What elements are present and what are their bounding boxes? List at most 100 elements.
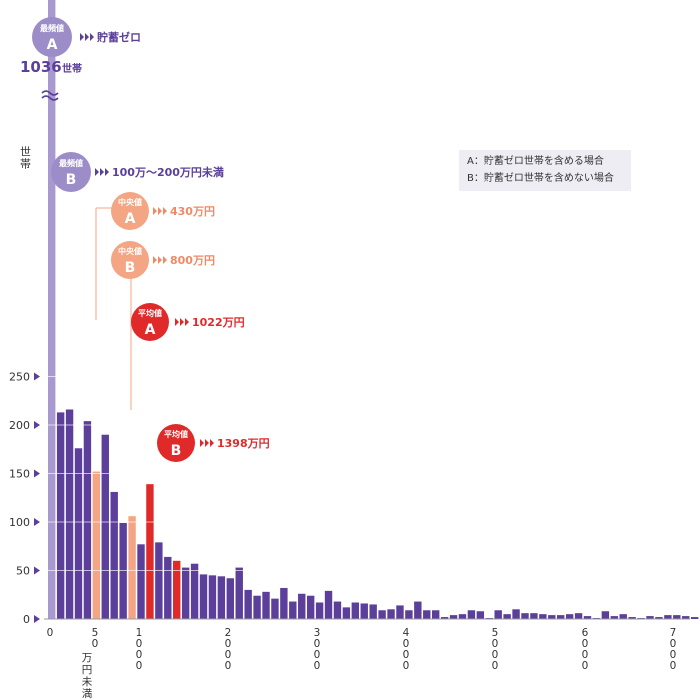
bar: [423, 610, 431, 619]
bar: [92, 471, 101, 619]
bar: [512, 609, 520, 619]
bar: [351, 602, 360, 619]
bar: [56, 412, 65, 619]
bar: [387, 609, 395, 619]
bar: [583, 616, 592, 619]
bar: [601, 611, 610, 619]
bar: [128, 516, 136, 619]
bar: [458, 614, 467, 619]
bar: [369, 604, 377, 619]
annotation-text: 貯蓄ゼロ: [97, 30, 141, 44]
x-tick-label: 7: [670, 627, 677, 639]
annotation-badge-title: 中央値: [118, 197, 142, 207]
annotation-text: 1022万円: [192, 316, 245, 329]
x-tick-label: 0: [403, 638, 410, 650]
y-tick-arrow-icon: [34, 615, 40, 623]
bar: [655, 617, 663, 619]
annotation-badge-letter: B: [125, 260, 136, 276]
bar: [521, 613, 529, 619]
bar: [476, 611, 485, 619]
x-tick-label: 0: [314, 660, 321, 672]
annotation-badge-title: 平均値: [138, 308, 162, 318]
y-axis-label: 世帯: [19, 146, 32, 170]
x-tick-label: 0: [582, 638, 589, 650]
annotation-arrow-icon: [163, 256, 167, 264]
bar: [682, 616, 690, 619]
x-tick-label: 0: [403, 660, 410, 672]
bar: [378, 610, 386, 619]
bar: [298, 593, 306, 619]
annotation-badge-title: 平均値: [164, 429, 188, 439]
x-tick-label: 0: [492, 660, 499, 672]
bar: [610, 616, 618, 619]
y-tick-arrow-icon: [34, 566, 40, 575]
bar: [574, 613, 583, 619]
bar: [289, 601, 297, 619]
bar: [530, 613, 538, 619]
x-tick-label: 0: [136, 660, 143, 672]
annotation-badge: [32, 17, 72, 57]
x-tick-sublabel: 満: [82, 688, 93, 700]
annotation-text: 1398万円: [217, 437, 270, 450]
annotation-arrow-icon: [80, 33, 84, 41]
y-tick-label: 250: [9, 371, 30, 384]
bar: [440, 617, 449, 619]
bar: [235, 567, 243, 619]
y-tick-arrow-icon: [34, 469, 40, 478]
bar: [119, 522, 127, 619]
x-tick-label: 0: [92, 638, 99, 650]
legend-item-b: B：貯蓄ゼロ世帯を含めない場合: [467, 173, 614, 184]
x-tick-label: 0: [670, 660, 677, 672]
annotation-arrow-icon: [95, 168, 99, 176]
annotation-badge-title: 中央値: [118, 246, 142, 256]
y-tick-label: 100: [9, 516, 30, 529]
x-tick-label: 2: [225, 627, 232, 639]
x-tick-label: 0: [225, 649, 232, 661]
annotation-badge-letter: A: [47, 37, 58, 53]
bar: [217, 576, 226, 619]
bar: [190, 563, 199, 619]
legend: A：貯蓄ゼロ世帯を含める場合 B：貯蓄ゼロ世帯を含めない場合: [459, 150, 631, 191]
annotation-badge-letter: B: [171, 443, 182, 459]
annotation-badge: [51, 152, 91, 192]
annotation-arrow-icon: [158, 207, 162, 215]
x-tick-label: 6: [582, 627, 589, 639]
annotation-badge: [111, 192, 149, 230]
annotation-arrow-icon: [200, 439, 204, 447]
x-tick-label: 0: [670, 649, 677, 661]
x-tick-label: 4: [403, 627, 410, 639]
x-tick-label: 0: [314, 649, 321, 661]
bar: [164, 556, 172, 619]
annotation-arrow-icon: [85, 33, 89, 41]
bar: [664, 615, 672, 619]
x-tick-label: 0: [225, 660, 232, 672]
bar: [271, 598, 279, 619]
annotation-badge-letter: B: [66, 172, 77, 188]
annotation-badge: [157, 424, 195, 462]
y-tick-label: 0: [23, 613, 30, 626]
y-tick-label: 150: [9, 468, 30, 481]
bar: [324, 590, 333, 619]
bar: [548, 615, 556, 619]
annotation-arrow-icon: [153, 256, 157, 264]
bar: [396, 605, 404, 619]
bar: [539, 614, 547, 619]
annotation-arrow-icon: [185, 318, 189, 326]
bar: [306, 595, 315, 619]
x-tick-label: 0: [47, 627, 54, 639]
annotation-badge: [111, 241, 149, 279]
annotation-arrow-icon: [105, 168, 109, 176]
x-tick-label: 0: [582, 649, 589, 661]
bar: [83, 421, 92, 619]
bar: [137, 544, 145, 619]
bar: [173, 560, 181, 619]
bar: [244, 589, 252, 619]
annotation-arrow-icon: [90, 33, 94, 41]
x-tick-sublabel: 未: [82, 676, 93, 688]
annotation-text: 100万〜200万円未満: [112, 165, 224, 179]
annotation-arrow-icon: [158, 256, 162, 264]
annotation-arrow-icon: [153, 207, 157, 215]
y-tick-label: 50: [16, 565, 30, 578]
bar: [146, 484, 154, 619]
y-tick-arrow-icon: [34, 372, 40, 381]
